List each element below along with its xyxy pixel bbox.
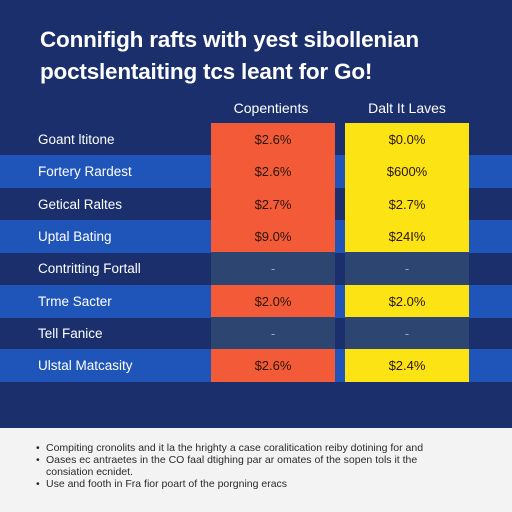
value-cell-2: $2.4% xyxy=(345,349,469,382)
column-header-2: Dalt It Laves xyxy=(368,100,446,116)
footer-notes: • Compiting cronolits and it la the hrigh… xyxy=(0,428,512,512)
value-cell-1: - xyxy=(211,317,335,350)
title-line-1: Connifigh rafts with yest sibollenian xyxy=(40,27,419,52)
value-cell-1: $2.7% xyxy=(211,188,335,221)
value-cell-1: $2.6% xyxy=(211,349,335,382)
row-label: Goant ltitone xyxy=(38,132,115,147)
footer-list: • Compiting cronolits and it la the hrigh… xyxy=(36,442,476,490)
chart-title: Connifigh rafts with yest sibollenian po… xyxy=(40,24,490,88)
table-row: Ulstal Matcasity $2.6% $2.4% xyxy=(0,349,512,382)
value-cell-2: $2.0% xyxy=(345,285,469,318)
row-label: Getical Raltes xyxy=(38,197,123,212)
footer-note: consiation ecnidet. xyxy=(36,466,476,478)
row-label: Uptal Bating xyxy=(38,229,112,244)
value-cell-1: $2.6% xyxy=(211,155,335,188)
table-row: Contritting Fortall - - xyxy=(0,252,512,285)
footer-note-text: Oases ec antraetes in the CO faal dtighi… xyxy=(46,454,418,466)
bullet-icon: • xyxy=(36,454,40,466)
title-line-2: poctslentaiting tcs leant for Go! xyxy=(40,59,373,84)
value-cell-2: $600% xyxy=(345,155,469,188)
table-row: Uptal Bating $9.0% $24I% xyxy=(0,220,512,253)
value-cell-2: - xyxy=(345,252,469,285)
bullet-icon: • xyxy=(36,478,40,490)
table-row: Trme Sacter $2.0% $2.0% xyxy=(0,285,512,318)
value-cell-1: $9.0% xyxy=(211,220,335,253)
column-header-1: Copentients xyxy=(233,100,309,116)
value-cell-2: $2.7% xyxy=(345,188,469,221)
value-cell-2: $0.0% xyxy=(345,123,469,156)
row-label: Contritting Fortall xyxy=(38,261,141,276)
footer-note-text: consiation ecnidet. xyxy=(46,466,133,478)
value-cell-2: $24I% xyxy=(345,220,469,253)
row-label: Ulstal Matcasity xyxy=(38,358,133,373)
row-label: Tell Fanice xyxy=(38,326,103,341)
value-cell-2: - xyxy=(345,317,469,350)
row-label: Trme Sacter xyxy=(38,294,112,309)
table-row: Tell Fanice - - xyxy=(0,317,512,350)
footer-note: • Compiting cronolits and it la the hrigh… xyxy=(36,442,476,454)
chart-panel: Connifigh rafts with yest sibollenian po… xyxy=(0,24,512,382)
table-row: Goant ltitone $2.6% $0.0% xyxy=(0,123,512,156)
footer-note: • Oases ec antraetes in the CO faal dtigh… xyxy=(36,454,476,466)
row-label: Fortery Rardest xyxy=(38,164,132,179)
footer-note: • Use and footh in Fra fior poart of the … xyxy=(36,478,476,490)
value-cell-1: $2.0% xyxy=(211,285,335,318)
table-row: Getical Raltes $2.7% $2.7% xyxy=(0,188,512,221)
footer-note-text: Use and footh in Fra fior poart of the p… xyxy=(46,478,288,490)
value-cell-1: - xyxy=(211,252,335,285)
footer-note-text: Compiting cronolits and it la the hright… xyxy=(46,442,424,454)
value-cell-1: $2.6% xyxy=(211,123,335,156)
table-row: Fortery Rardest $2.6% $600% xyxy=(0,155,512,188)
bullet-icon: • xyxy=(36,442,40,454)
